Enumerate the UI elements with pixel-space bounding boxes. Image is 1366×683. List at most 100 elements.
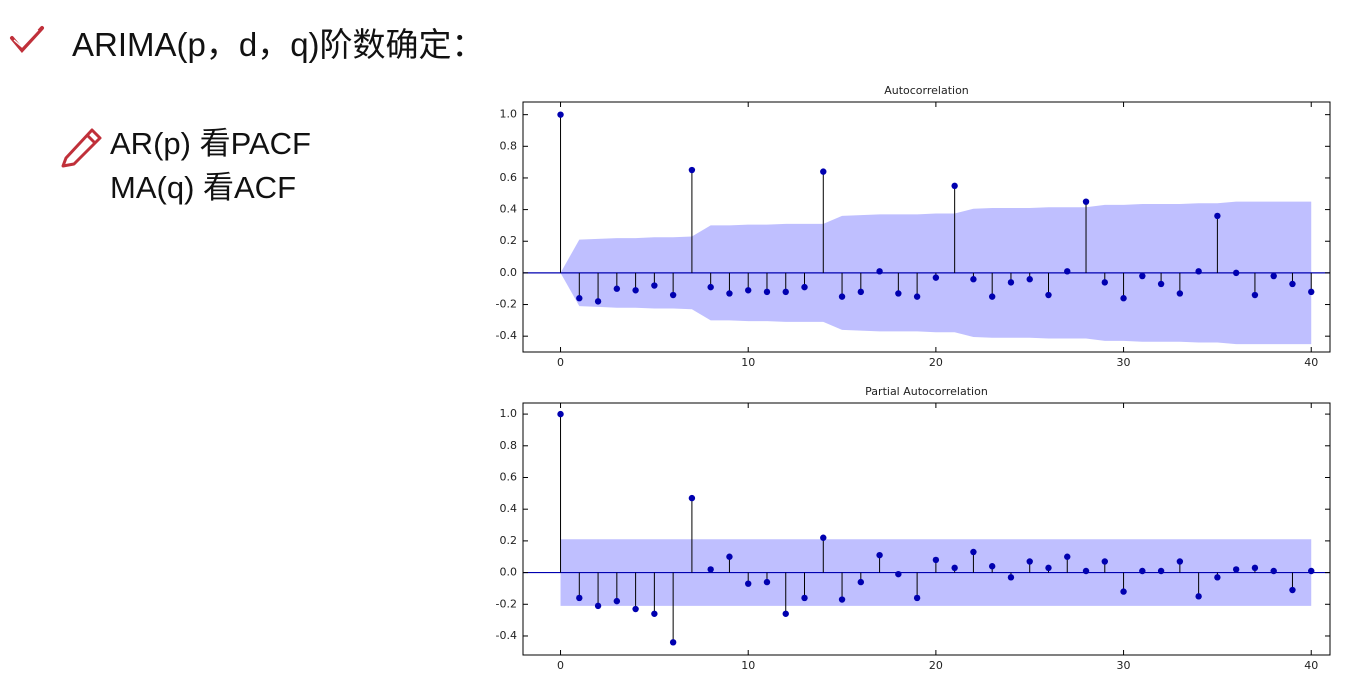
marker [951, 564, 958, 572]
marker [1308, 288, 1315, 296]
marker [857, 288, 865, 296]
slide-title: ARIMA(p，d，q)阶数确定： [72, 26, 485, 63]
check-icon [10, 26, 44, 54]
chart-title: Autocorrelation [884, 84, 969, 97]
y-tick-label: 0.2 [500, 234, 518, 247]
y-tick-label: -0.4 [496, 329, 517, 342]
marker [951, 182, 958, 190]
marker [1157, 280, 1165, 288]
x-tick-label: 10 [741, 356, 755, 369]
x-tick-label: 0 [557, 356, 564, 369]
axes-frame [522, 402, 1331, 656]
y-tick-label: 0.6 [500, 171, 518, 184]
check-icon-inner [13, 29, 39, 48]
marker [1270, 272, 1277, 280]
y-tick-label: 0.0 [500, 266, 518, 279]
confidence-band [560, 539, 1312, 573]
marker [557, 410, 564, 418]
marker [1026, 558, 1033, 565]
y-tick-label: 0.0 [500, 566, 518, 579]
marker [632, 605, 639, 613]
marker [1120, 588, 1127, 595]
marker [1045, 291, 1052, 299]
marker [1157, 567, 1165, 575]
x-tick-label: 40 [1304, 659, 1318, 672]
x-tick-label: 30 [1117, 356, 1131, 369]
chart-title: Partial Autocorrelation [865, 385, 988, 398]
marker [820, 534, 827, 541]
marker [895, 290, 902, 297]
x-tick-label: 10 [741, 659, 755, 672]
marker [1064, 553, 1071, 560]
marker [820, 168, 827, 175]
marker [1195, 593, 1202, 600]
marker [970, 276, 977, 283]
y-tick-label: 0.4 [500, 203, 518, 216]
marker [1082, 198, 1090, 205]
confidence-band [560, 201, 1312, 273]
marker [707, 283, 714, 291]
marker [838, 293, 846, 300]
x-tick-label: 40 [1304, 356, 1318, 369]
y-tick-label: -0.2 [496, 597, 517, 610]
marker [932, 274, 940, 281]
marker [763, 288, 771, 296]
marker [801, 594, 808, 602]
marker [1176, 290, 1184, 297]
marker [726, 290, 733, 297]
y-tick-label: 0.6 [500, 470, 518, 483]
marker [1120, 295, 1127, 302]
marker [970, 548, 977, 556]
y-tick-label: 0.8 [500, 439, 518, 452]
marker [895, 570, 902, 578]
marker [1101, 279, 1108, 286]
pencil-icon [61, 128, 102, 168]
marker [576, 594, 583, 602]
y-tick-label: 0.4 [500, 502, 518, 515]
marker [988, 563, 996, 570]
marker [688, 494, 696, 502]
marker [745, 580, 752, 587]
marker [1308, 567, 1315, 575]
marker [557, 111, 564, 118]
marker [913, 594, 921, 602]
marker [1082, 567, 1090, 575]
pacf-chart: Partial Autocorrelation -0.4 -0.2 0.0 0.2 0.4… [496, 385, 1331, 672]
marker [1232, 269, 1240, 277]
marker [745, 287, 752, 294]
marker [669, 639, 677, 646]
marker [1139, 567, 1146, 575]
marker [707, 566, 714, 573]
bullet: AR(p) 看PACF [110, 126, 311, 161]
marker [782, 610, 789, 617]
marker [1007, 279, 1015, 286]
marker [1214, 212, 1221, 220]
marker [669, 291, 677, 299]
marker [913, 293, 921, 300]
x-tick-label: 30 [1117, 659, 1131, 672]
marker [1101, 558, 1108, 565]
marker [1232, 566, 1240, 573]
x-tick-label: 0 [557, 659, 564, 672]
marker [632, 287, 639, 294]
marker [1026, 276, 1033, 283]
marker [1007, 574, 1015, 581]
y-tick-label: 0.8 [500, 139, 518, 152]
marker [576, 295, 583, 302]
bullet: MA(q) 看ACF [110, 170, 296, 205]
marker [876, 268, 883, 275]
marker [1251, 564, 1259, 572]
marker [1139, 272, 1146, 280]
marker [857, 578, 865, 586]
x-tick-label: 20 [929, 659, 943, 672]
marker [763, 578, 771, 586]
y-tick-label: -0.4 [496, 629, 517, 642]
marker [1176, 558, 1184, 565]
axes-frame [522, 101, 1331, 353]
marker [782, 288, 789, 296]
marker [1251, 291, 1259, 299]
marker [651, 610, 658, 617]
marker [613, 597, 621, 605]
y-tick-label: 0.2 [500, 534, 518, 547]
